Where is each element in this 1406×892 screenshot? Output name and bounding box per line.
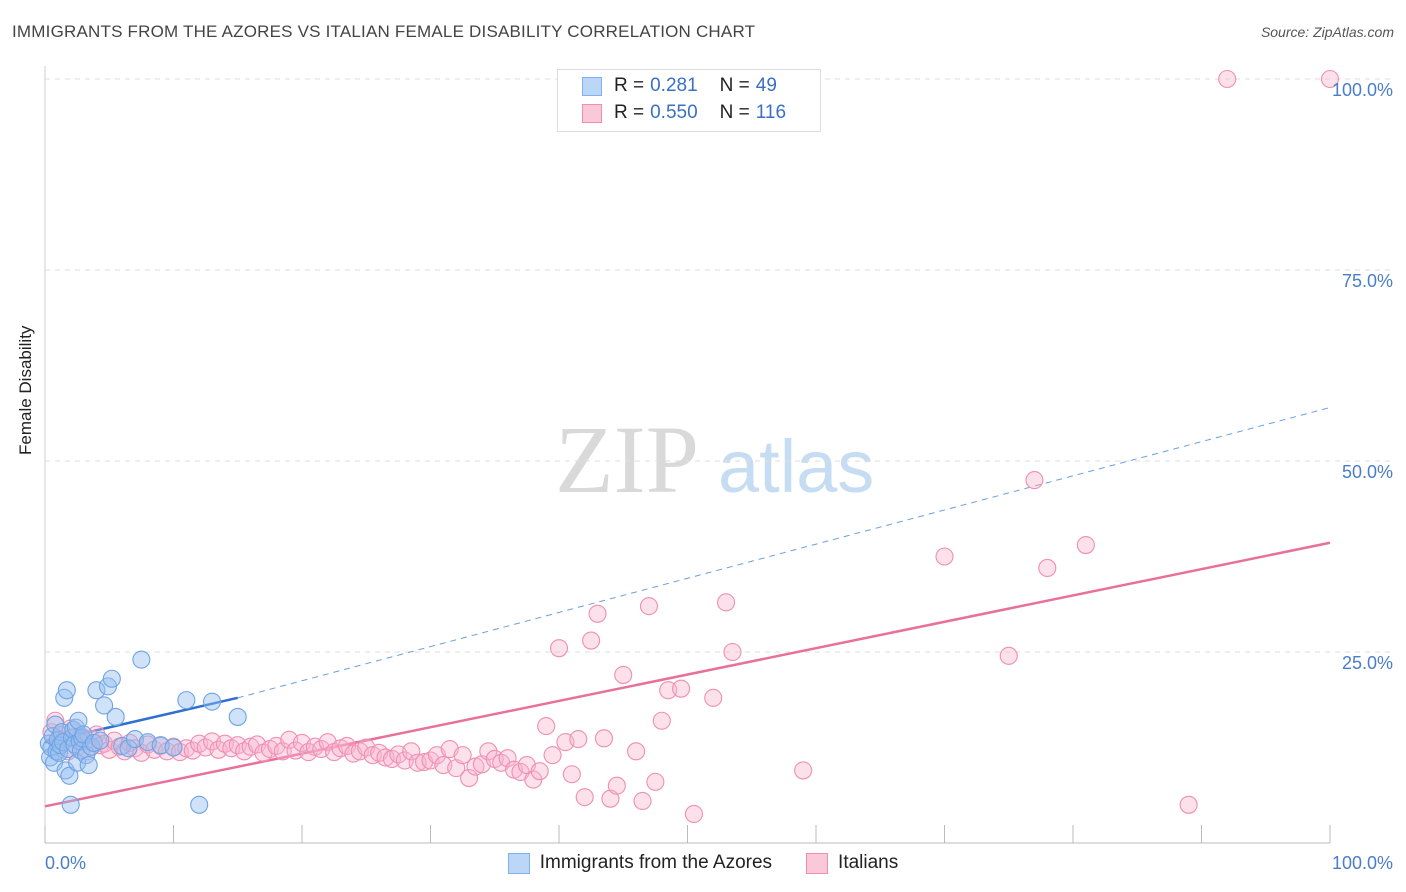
- point-italians: [1179, 795, 1198, 814]
- point-italians: [704, 688, 723, 707]
- point-italians: [582, 631, 601, 650]
- point-italians: [1025, 471, 1044, 490]
- point-azores: [95, 696, 114, 715]
- point-azores: [119, 739, 138, 758]
- point-azores: [57, 681, 76, 700]
- axes: [44, 66, 1331, 844]
- point-italians: [537, 717, 556, 736]
- point-italians: [575, 788, 594, 807]
- series-legend-item-italians[interactable]: Italians: [806, 852, 898, 874]
- tick-labels: 25.0% 50.0% 75.0% 100.0% 0.0% 100.0%: [45, 80, 1393, 873]
- y-tick-label: 100.0%: [1332, 80, 1393, 100]
- point-azores: [50, 743, 69, 762]
- point-azores: [102, 669, 121, 688]
- point-italians: [614, 665, 633, 684]
- point-italians: [684, 804, 703, 824]
- point-italians: [402, 742, 421, 761]
- trend-line-italians: [44, 541, 1331, 808]
- point-italians: [633, 791, 652, 811]
- point-italians: [530, 762, 549, 781]
- point-italians: [935, 547, 954, 566]
- point-italians: [1218, 69, 1237, 89]
- point-italians: [588, 604, 607, 623]
- point-italians: [716, 593, 736, 612]
- point-italians: [46, 711, 65, 730]
- point-italians: [1076, 535, 1095, 555]
- watermark-zip: ZIP: [555, 406, 699, 513]
- gridlines: [45, 78, 1395, 653]
- point-azores: [164, 738, 183, 757]
- point-azores: [66, 718, 85, 737]
- point-azores: [177, 691, 196, 710]
- point-azores: [190, 795, 209, 814]
- series-legend: Immigrants from the Azores Italians: [0, 852, 1406, 874]
- point-azores: [106, 707, 125, 726]
- legend-row-azores: R = 0.281 N = 49: [582, 74, 777, 98]
- point-italians: [646, 772, 665, 791]
- point-azores: [203, 692, 222, 711]
- series-label-azores: Immigrants from the Azores: [539, 852, 773, 873]
- legend-r-value: 0.550: [650, 102, 698, 123]
- point-italians: [1320, 69, 1340, 89]
- series-legend-item-azores[interactable]: Immigrants from the Azores: [507, 852, 773, 874]
- point-italians: [562, 765, 581, 784]
- point-azores: [91, 731, 110, 750]
- point-azores: [132, 650, 151, 669]
- point-italians: [594, 729, 614, 748]
- y-tick-label: 25.0%: [1342, 653, 1393, 673]
- legend-swatch-azores: [582, 76, 602, 96]
- legend-row-italians: R = 0.550 N = 116: [582, 101, 786, 125]
- series-swatch-italians: [806, 852, 829, 874]
- watermark-atlas: atlas: [718, 425, 874, 508]
- point-azores: [46, 715, 65, 734]
- point-italians: [479, 742, 498, 761]
- legend-n-label: N =: [719, 75, 750, 96]
- point-italians: [672, 679, 691, 698]
- legend-r-label: R =: [614, 75, 645, 96]
- point-italians: [273, 742, 292, 761]
- point-italians: [723, 642, 742, 662]
- legend-n-value: 116: [755, 102, 787, 123]
- point-azores: [61, 795, 80, 814]
- point-azores: [79, 756, 98, 775]
- legend-r-value: 0.281: [650, 75, 698, 96]
- point-azores: [228, 707, 247, 726]
- point-italians: [498, 749, 517, 768]
- point-italians: [652, 711, 671, 730]
- point-italians: [569, 730, 588, 749]
- legend-r-label: R =: [614, 102, 645, 123]
- point-italians: [453, 746, 472, 765]
- y-tick-label: 50.0%: [1342, 462, 1393, 482]
- point-azores: [69, 711, 88, 730]
- data-points: [39, 69, 1340, 824]
- point-italians: [607, 776, 626, 795]
- watermark: ZIP atlas: [555, 406, 874, 513]
- point-azores: [87, 681, 106, 700]
- point-italians: [627, 742, 646, 761]
- series-label-italians: Italians: [838, 852, 899, 873]
- point-italians: [639, 597, 659, 616]
- legend-swatch-italians: [582, 103, 602, 123]
- x-tick-label: 100.0%: [1332, 853, 1393, 873]
- source-label: Source: ZipAtlas.com: [1260, 24, 1394, 40]
- point-italians: [794, 761, 813, 780]
- series-swatch-azores: [507, 852, 530, 874]
- point-italians: [1038, 558, 1057, 578]
- point-italians: [549, 639, 569, 658]
- x-tick-label: 0.0%: [45, 853, 86, 873]
- legend-n-value: 49: [755, 75, 777, 96]
- trend-line-azores-extension: [237, 407, 1331, 699]
- y-tick-label: 75.0%: [1342, 271, 1393, 291]
- point-azores: [52, 723, 71, 742]
- point-italians: [543, 746, 562, 765]
- legend-n-label: N =: [719, 102, 750, 123]
- stats-legend: R = 0.281 N = 49 R = 0.550 N = 116: [557, 69, 821, 132]
- point-italians: [999, 646, 1018, 665]
- point-italians: [459, 769, 479, 788]
- chart-title: IMMIGRANTS FROM THE AZORES VS ITALIAN FE…: [12, 22, 756, 41]
